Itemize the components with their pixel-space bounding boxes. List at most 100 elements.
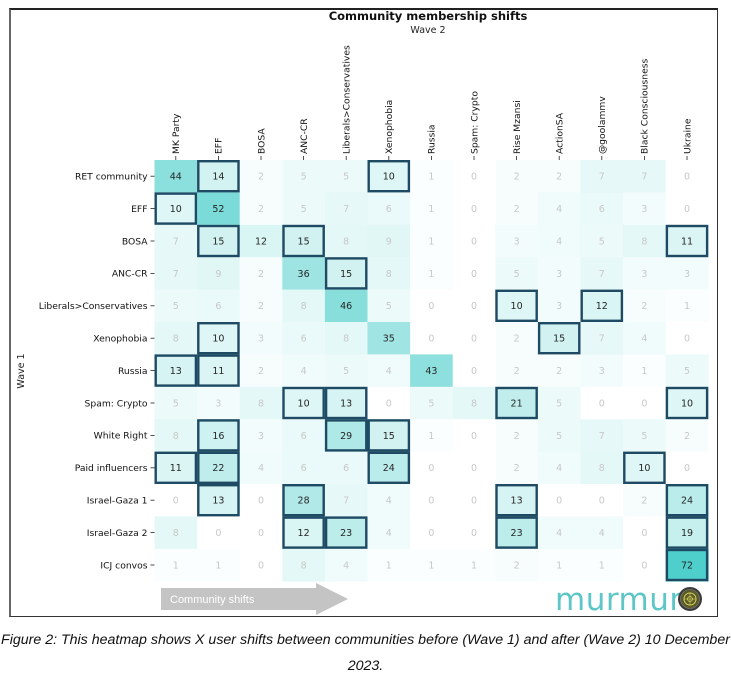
cell-value-label: 15	[212, 236, 224, 247]
heatmap-cell	[665, 516, 709, 550]
heatmap-cell	[452, 354, 496, 388]
cell-value-label: 0	[386, 398, 392, 409]
cell-value-label: 0	[173, 496, 179, 507]
cell-value-label: 0	[428, 496, 434, 507]
cell-value-label: 14	[212, 172, 224, 183]
cell-value-label: 5	[386, 301, 392, 312]
heatmap-cell	[537, 419, 581, 452]
cell-value-label: 2	[556, 366, 562, 377]
heatmap-cell	[282, 354, 326, 388]
cell-value-label: 11	[212, 366, 224, 377]
heatmap-cell	[282, 419, 326, 452]
cell-value-label: 9	[386, 236, 392, 247]
highlight-box	[197, 322, 240, 355]
heatmap-cell	[623, 548, 667, 582]
cell-value-label: 8	[599, 463, 605, 474]
highlight-box	[197, 224, 240, 258]
y-tick-label: Israel-Gaza 1	[87, 496, 148, 507]
heatmap-cell	[537, 451, 581, 485]
highlight-box	[495, 516, 538, 549]
cell-value-label: 6	[301, 463, 307, 474]
highlight-box	[367, 159, 411, 193]
cell-value-label: 24	[681, 496, 693, 507]
highlight-box	[324, 516, 368, 549]
cell-value-label: 5	[556, 431, 562, 442]
cell-value-label: 0	[471, 204, 477, 215]
heatmap-cell	[367, 322, 411, 355]
y-tick-label: Liberals>Conservatives	[39, 301, 148, 312]
heatmap-cell	[154, 516, 198, 550]
heatmap-cell	[239, 160, 283, 193]
cell-value-label: 4	[386, 366, 392, 377]
cell-value-label: 11	[170, 463, 182, 474]
highlight-box	[197, 484, 240, 517]
heatmap-cell	[623, 516, 667, 550]
cell-value-label: 8	[173, 431, 179, 442]
cell-value-label: 0	[471, 431, 477, 442]
cell-value-label: 0	[471, 301, 477, 312]
cell-value-label: 8	[301, 301, 307, 312]
cell-value-label: 10	[170, 204, 182, 215]
heatmap-cell	[495, 354, 539, 388]
heatmap-cell	[239, 451, 283, 485]
highlight-box	[665, 548, 709, 582]
heatmap-cell	[665, 257, 709, 290]
heatmap-cell	[452, 160, 496, 193]
heatmap-cell	[410, 484, 454, 517]
heatmap-cell	[324, 192, 368, 226]
cell-value-label: 0	[641, 560, 647, 571]
cell-value-label: 3	[556, 269, 562, 280]
y-tick-label: Spam: Crypto	[85, 398, 148, 409]
highlight-box	[197, 451, 240, 484]
heatmap-cell	[452, 257, 496, 290]
cell-value-label: 5	[301, 204, 307, 215]
heatmap-cell	[367, 192, 411, 226]
heatmap-cell	[367, 354, 411, 388]
x-tick-label: EFF	[214, 138, 225, 154]
cell-value-label: 2	[514, 172, 520, 183]
highlight-box	[282, 224, 325, 258]
cell-value-label: 3	[684, 269, 690, 280]
heatmap-cell	[623, 451, 667, 485]
heatmap-cell	[623, 192, 667, 226]
cell-value-label: 0	[215, 528, 221, 539]
heatmap-cell	[623, 386, 667, 420]
heatmap-cell	[452, 419, 496, 452]
community-shifts-arrow: Community shifts	[161, 583, 348, 615]
y-tick-label: White Right	[94, 431, 148, 442]
heatmap-cell	[197, 451, 241, 485]
cell-value-label: 6	[301, 431, 307, 442]
cell-value-label: 8	[386, 269, 392, 280]
heatmap-cell	[197, 257, 241, 290]
heatmap-cell	[324, 257, 368, 290]
cell-value-label: 44	[170, 172, 182, 183]
cell-value-label: 2	[556, 172, 562, 183]
heatmap-cell	[197, 516, 241, 550]
heatmap-cell	[495, 419, 539, 452]
heatmap-cell	[495, 192, 539, 226]
cell-value-label: 0	[471, 236, 477, 247]
cell-value-label: 52	[212, 204, 224, 215]
heatmap-cell	[537, 548, 581, 582]
x-tick-label: Rise Mzansi	[512, 100, 523, 154]
murmur-logo: murmur	[555, 582, 702, 618]
heatmap-cell	[537, 192, 581, 226]
heatmap-cell	[154, 160, 198, 193]
highlight-box	[495, 484, 538, 517]
heatmap-cell	[495, 160, 539, 193]
cell-value-label: 2	[641, 496, 647, 507]
arrow-shape	[161, 583, 348, 615]
cell-value-label: 2	[258, 301, 264, 312]
heatmap-cell	[580, 322, 624, 355]
heatmap-cell	[410, 548, 454, 582]
heatmap-cell	[410, 419, 454, 452]
x-tick-label: Russia	[427, 124, 438, 154]
cell-value-label: 0	[599, 398, 605, 409]
heatmap-cell	[282, 160, 326, 193]
cell-value-label: 46	[340, 301, 352, 312]
cell-value-label: 2	[514, 463, 520, 474]
heatmap-cell	[537, 484, 581, 517]
heatmap-cell	[239, 386, 283, 420]
cell-value-label: 0	[428, 528, 434, 539]
cell-value-label: 4	[343, 560, 349, 571]
